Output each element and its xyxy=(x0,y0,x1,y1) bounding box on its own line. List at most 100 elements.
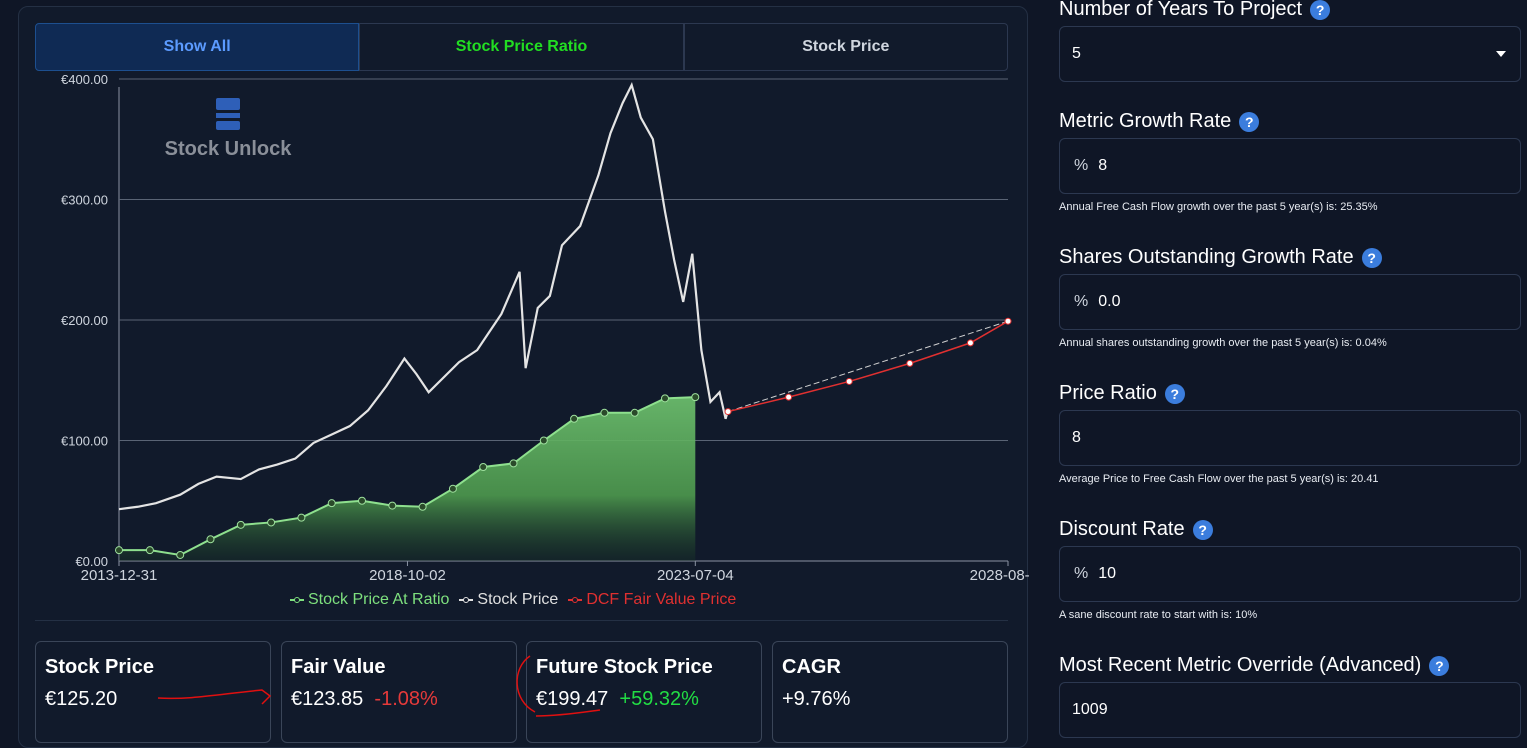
x-axis-ticks: 2013-12-31 2018-10-02 2023-07-04 2028-08-30 xyxy=(81,561,1030,584)
help-icon[interactable]: ? xyxy=(1361,247,1382,268)
field-label: Metric Growth Rate xyxy=(1059,110,1232,132)
percent-prefix: % xyxy=(1074,565,1089,582)
ratio-point xyxy=(539,436,548,445)
override-label: Most Recent Metric Override (Advanced)? xyxy=(1059,654,1450,677)
projection-dashed-line xyxy=(727,320,1009,413)
tab-stock-price[interactable]: Stock Price xyxy=(683,23,1008,71)
ratio-point xyxy=(479,463,488,472)
x-tick-label: 2018-10-02 xyxy=(369,567,446,584)
discount-hint: A sane discount rate to start with is: 1… xyxy=(1059,609,1258,621)
ratio-point xyxy=(570,414,579,423)
legend-label: Stock Price At Ratio xyxy=(308,591,450,608)
legend-dcf-marker-icon xyxy=(568,597,583,603)
ratio-point xyxy=(691,393,700,402)
dcf-point xyxy=(845,377,853,385)
dcf-line xyxy=(727,320,1009,413)
years-label: Number of Years To Project? xyxy=(1059,0,1331,21)
input-value: 8 xyxy=(1098,157,1108,174)
ratio-point xyxy=(327,499,336,508)
ratio-point xyxy=(448,484,457,493)
ratio-hint: Average Price to Free Cash Flow over the… xyxy=(1059,473,1379,485)
price-ratio-input[interactable]: 8 xyxy=(1059,410,1521,466)
percent-prefix: % xyxy=(1074,157,1089,174)
ratio-point xyxy=(358,496,367,505)
x-tick-label: 2013-12-31 xyxy=(81,567,158,584)
ratio-point xyxy=(206,535,215,544)
growth-rate-input[interactable]: % 8 xyxy=(1059,138,1521,194)
ratio-point xyxy=(600,408,609,417)
card-value: +9.76% xyxy=(782,688,851,710)
card-future-stock-price: Future Stock Price €199.47 +59.32% xyxy=(526,641,762,743)
future-price-value: €199.47 xyxy=(536,688,609,710)
chart-panel xyxy=(18,6,1028,748)
ratio-line xyxy=(119,396,696,557)
discount-label: Discount Rate? xyxy=(1059,518,1213,541)
chart-legend: Stock Price At Ratio Stock Price DCF Fai… xyxy=(290,591,736,609)
shares-label: Shares Outstanding Growth Rate? xyxy=(1059,246,1382,269)
field-label: Number of Years To Project xyxy=(1059,0,1303,20)
card-value: €123.85 -1.08% xyxy=(291,688,438,711)
x-tick-label: 2023-07-04 xyxy=(657,567,734,584)
ratio-point xyxy=(176,550,185,559)
y-tick-label: €300.00 xyxy=(61,193,108,208)
years-select[interactable]: 5 xyxy=(1059,26,1521,82)
help-icon[interactable]: ? xyxy=(1239,111,1260,132)
input-value: 0.0 xyxy=(1098,293,1121,310)
y-tick-label: €400.00 xyxy=(61,72,108,87)
y-tick-label: €100.00 xyxy=(61,434,108,449)
price-chart: €0.00 €100.00 €200.00 €300.00 €400.00 2013-1… xyxy=(61,72,1030,584)
ratio-point xyxy=(145,546,154,555)
field-label: Discount Rate xyxy=(1059,518,1185,540)
ratio-area xyxy=(119,397,696,561)
legend-item-ratio[interactable]: Stock Price At Ratio xyxy=(290,591,449,609)
ratio-point xyxy=(297,513,306,522)
chart-tabs: Show All Stock Price Ratio Stock Price xyxy=(35,23,1008,71)
legend-price-marker-icon xyxy=(459,597,474,603)
card-title: Stock Price xyxy=(45,656,154,678)
chevron-down-icon xyxy=(1496,51,1506,57)
ratio-point xyxy=(509,459,518,468)
legend-ratio-marker-icon xyxy=(290,597,304,603)
ratio-point xyxy=(630,408,639,417)
legend-item-dcf[interactable]: DCF Fair Value Price xyxy=(568,591,736,609)
help-icon[interactable]: ? xyxy=(1310,0,1331,20)
input-value: 8 xyxy=(1072,429,1081,446)
help-icon[interactable]: ? xyxy=(1164,383,1185,404)
card-cagr: CAGR +9.76% xyxy=(772,641,1008,743)
legend-label: DCF Fair Value Price xyxy=(586,591,737,608)
ratio-point xyxy=(388,501,397,510)
metric-override-input[interactable]: 1009 xyxy=(1059,682,1521,738)
help-icon[interactable]: ? xyxy=(1192,519,1213,540)
card-value: €199.47 +59.32% xyxy=(536,688,699,711)
legend-item-price[interactable]: Stock Price xyxy=(459,591,558,609)
future-price-change: +59.32% xyxy=(619,688,699,710)
tab-stock-price-ratio[interactable]: Stock Price Ratio xyxy=(359,23,684,71)
help-icon[interactable]: ? xyxy=(1429,655,1450,676)
card-stock-price: Stock Price €125.20 xyxy=(35,641,271,743)
shares-growth-input[interactable]: % 0.0 xyxy=(1059,274,1521,330)
growth-hint: Annual Free Cash Flow growth over the pa… xyxy=(1059,201,1378,213)
tab-show-all[interactable]: Show All xyxy=(35,23,360,71)
y-axis-ticks: €0.00 €100.00 €200.00 €300.00 €400.00 xyxy=(61,72,108,569)
divider xyxy=(35,620,1008,621)
ratio-point xyxy=(267,518,276,527)
card-title: Future Stock Price xyxy=(536,656,713,678)
ratio-point xyxy=(418,502,427,511)
percent-prefix: % xyxy=(1074,293,1089,310)
input-value: 10 xyxy=(1098,565,1117,582)
discount-rate-input[interactable]: % 10 xyxy=(1059,546,1521,602)
dcf-point xyxy=(906,359,914,367)
field-label: Shares Outstanding Growth Rate xyxy=(1059,246,1354,268)
dcf-point xyxy=(966,339,974,347)
dcf-point xyxy=(1004,317,1012,325)
card-value: €125.20 xyxy=(45,688,117,711)
watermark-logo: Stock Unlock xyxy=(165,98,292,160)
fair-value-value: €123.85 xyxy=(291,688,364,710)
ratio-point xyxy=(115,546,123,555)
ratio-point xyxy=(661,394,670,403)
x-tick-label: 2028-08-30 xyxy=(970,567,1030,584)
card-fair-value: Fair Value €123.85 -1.08% xyxy=(281,641,517,743)
dcf-point xyxy=(785,393,793,401)
field-label: Most Recent Metric Override (Advanced) xyxy=(1059,654,1422,676)
ratio-label: Price Ratio? xyxy=(1059,382,1185,405)
